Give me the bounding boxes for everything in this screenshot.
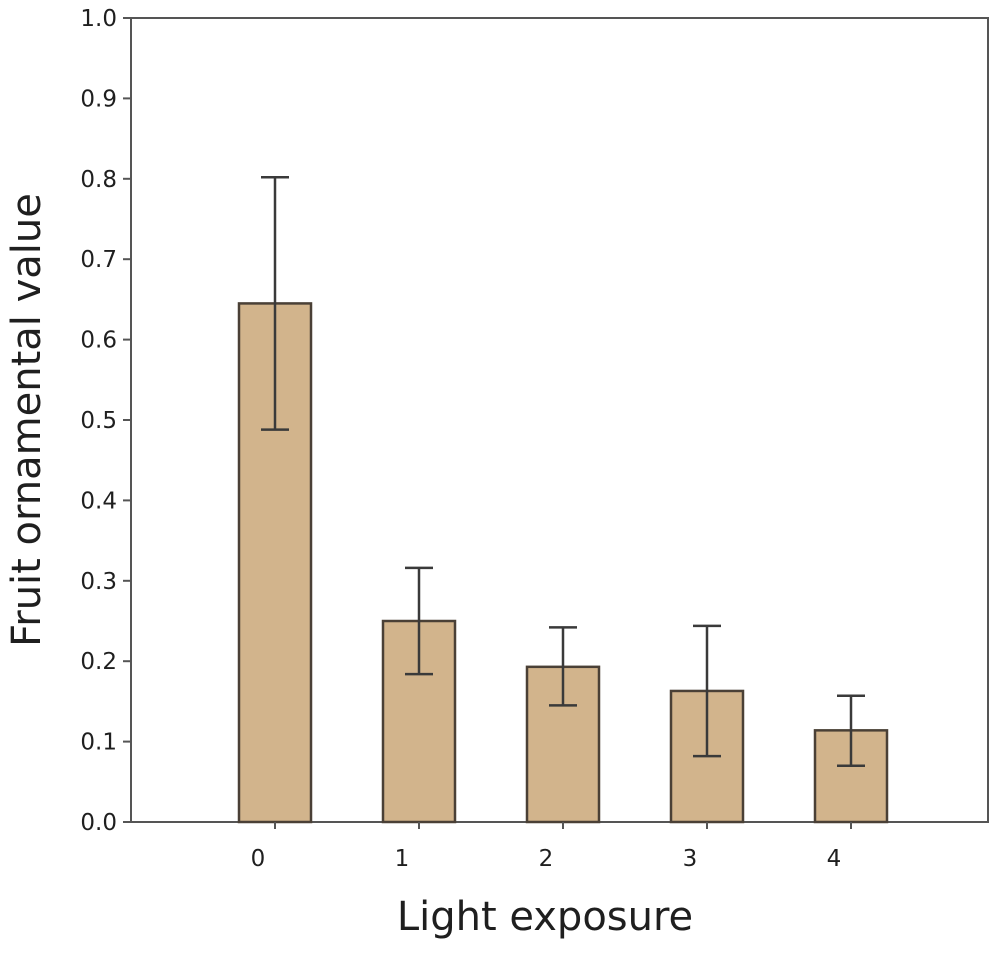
- x-tick-label: 0: [251, 846, 266, 872]
- error-bar-1: [405, 566, 433, 676]
- error-bar-2: [549, 626, 577, 707]
- y-tick-label: 0.3: [80, 569, 117, 595]
- x-axis-ticks: 0 1 2 3 4: [251, 822, 852, 872]
- y-axis-ticks: 0.0 0.1 0.2 0.3 0.4 0.5 0.6 0.7 0.8 0.9 1.0: [80, 6, 131, 836]
- error-bar-4: [837, 694, 865, 767]
- x-tick-label: 1: [395, 846, 410, 872]
- x-axis-title: Light exposure: [397, 894, 693, 940]
- y-tick-label: 0.9: [80, 86, 117, 112]
- bars-layer: [237, 302, 889, 824]
- y-tick-label: 0.4: [80, 488, 117, 514]
- error-bar-3: [693, 624, 721, 758]
- x-tick-label: 2: [539, 846, 554, 872]
- y-tick-label: 0.5: [80, 408, 117, 434]
- x-tick-label: 4: [827, 846, 842, 872]
- y-tick-label: 0.0: [80, 810, 117, 836]
- y-tick-label: 0.7: [80, 247, 117, 273]
- y-tick-label: 0.8: [80, 167, 117, 193]
- y-axis-title: Fruit ornamental value: [4, 193, 50, 647]
- error-bar-0: [261, 175, 289, 431]
- y-tick-label: 0.1: [80, 730, 117, 756]
- x-tick-label: 3: [683, 846, 698, 872]
- y-tick-label: 0.2: [80, 649, 117, 675]
- error-bars-layer: [261, 175, 865, 767]
- y-tick-label: 0.6: [80, 328, 117, 354]
- y-tick-label: 1.0: [80, 6, 117, 32]
